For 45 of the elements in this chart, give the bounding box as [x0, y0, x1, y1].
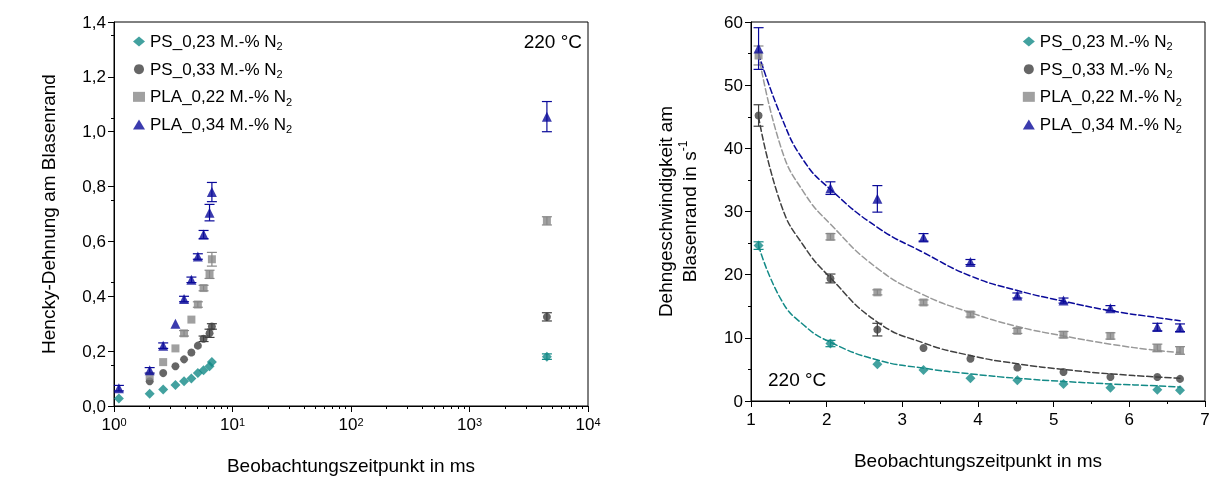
point [754, 111, 763, 120]
point [965, 373, 976, 384]
y-tick-label: 0 [733, 391, 743, 411]
y-tick-label: 40 [724, 138, 743, 158]
y-tick-label: 60 [724, 12, 743, 32]
x-tick-label: 2 [821, 410, 832, 429]
y-tick-label: 1,2 [82, 67, 106, 87]
y-tick-label: 20 [724, 265, 743, 285]
y-axis-title: Hencky-Dehnung am Blasenrand [37, 74, 59, 354]
y-tick-label: 30 [724, 202, 743, 221]
x-tick-label: 6 [1124, 410, 1135, 429]
point [1176, 374, 1185, 383]
annotation: 220 °C [523, 31, 583, 52]
x-tick-label: 1 [746, 410, 756, 429]
point [1058, 378, 1069, 389]
point [1012, 375, 1023, 386]
point [872, 193, 883, 204]
point [1013, 363, 1022, 372]
y-tick-label: 0,8 [82, 177, 106, 197]
point [872, 359, 883, 370]
point [918, 365, 929, 376]
annotation: 220 °C [768, 369, 827, 390]
y-tick-label: 10 [724, 328, 743, 348]
point [753, 43, 764, 54]
x-axis-title: Beobachtungszeitpunkt in ms [853, 450, 1103, 471]
y-tick-label: 50 [724, 75, 743, 95]
x-tick-label: 4 [973, 410, 983, 429]
y-tick-label: 0,6 [82, 231, 106, 251]
point [1106, 373, 1115, 381]
point [1105, 382, 1116, 393]
y-tick-label: 1,0 [82, 122, 106, 142]
point [966, 354, 975, 363]
x-axis-title: Beobachtungszeitpunkt in ms [226, 455, 476, 476]
x-tick-label: 3 [897, 410, 908, 429]
point [1152, 384, 1163, 395]
x-tick-label: 7 [1200, 410, 1210, 429]
y-tick-label: 0,2 [82, 341, 106, 361]
point [1059, 367, 1068, 376]
point [1153, 373, 1162, 381]
x-tick-label: 5 [1048, 410, 1059, 429]
y-tick-label: 1,4 [82, 12, 106, 32]
y-tick-label: 0,0 [82, 396, 106, 416]
point [919, 343, 928, 352]
point [1175, 385, 1186, 396]
y-tick-label: 0,4 [82, 286, 106, 306]
